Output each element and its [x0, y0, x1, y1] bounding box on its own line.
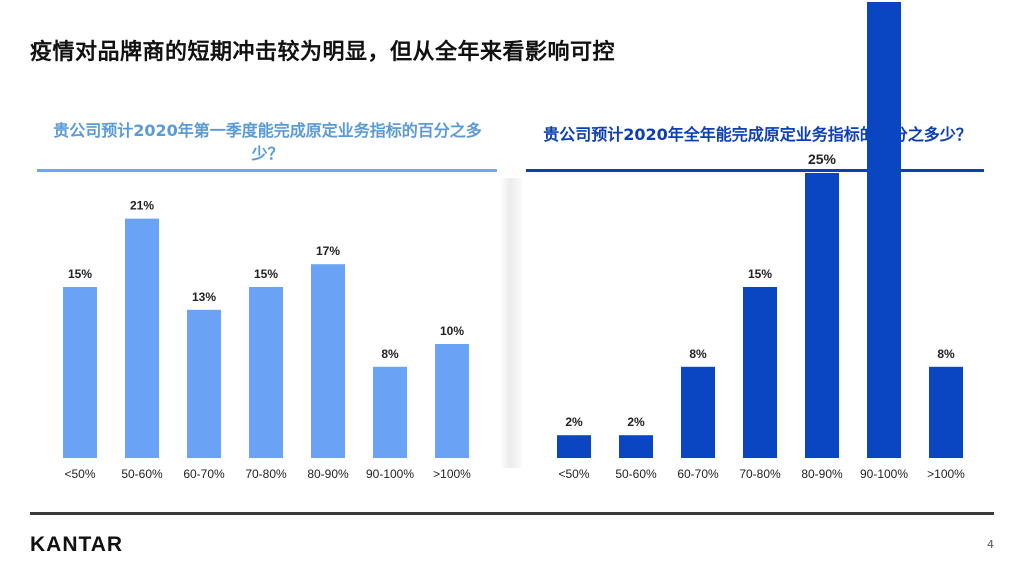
q1-data-label-1: 15%	[68, 267, 92, 281]
full-year-data-label-3: 8%	[689, 347, 707, 361]
q1-category-label-7: >100%	[433, 467, 471, 481]
full-year-bar-4	[743, 287, 777, 458]
q1-category-label-2: 50-60%	[121, 467, 163, 481]
q1-category-label-1: <50%	[64, 467, 95, 481]
full-year-category-label-2: 50-60%	[615, 467, 657, 481]
full-year-data-label-1: 2%	[565, 415, 583, 429]
q1-bar-3	[187, 309, 221, 458]
full-year-bar-3	[681, 366, 715, 458]
full-year-category-label-1: <50%	[558, 467, 589, 481]
full-year-category-label-6: 90-100%	[860, 467, 908, 481]
q1-data-label-2: 21%	[130, 199, 154, 213]
slide-title: 疫情对品牌商的短期冲击较为明显，但从全年来看影响可控	[30, 40, 616, 65]
q1-bar-5	[311, 264, 345, 458]
full-year-title-underline	[526, 169, 984, 172]
full-year-data-label-5: 25%	[808, 151, 837, 167]
full-year-data-label-7: 8%	[937, 347, 955, 361]
q1-category-label-5: 80-90%	[307, 467, 349, 481]
q1-data-label-4: 15%	[254, 267, 278, 281]
full-year-bar-2	[619, 435, 653, 458]
q1-category-label-4: 70-80%	[245, 467, 287, 481]
q1-title-underline	[37, 169, 497, 172]
q1-bar-7	[435, 344, 469, 458]
q1-chart-title: 贵公司预计2020年第一季度能完成原定业务指标的百分之多少？	[53, 121, 482, 163]
q1-bar-1	[63, 287, 97, 458]
kantar-logo: KANTAR	[30, 533, 124, 556]
full-year-chart-title: 贵公司预计2020年全年能完成原定业务指标的百分之多少？	[543, 125, 972, 144]
panel-divider	[500, 178, 522, 468]
q1-data-label-7: 10%	[440, 324, 464, 338]
full-year-category-label-4: 70-80%	[739, 467, 781, 481]
full-year-category-label-5: 80-90%	[801, 467, 843, 481]
full-year-category-label-7: >100%	[927, 467, 965, 481]
full-year-bar-7	[929, 366, 963, 458]
q1-bar-2	[125, 218, 159, 458]
full-year-bar-1	[557, 435, 591, 458]
q1-category-label-3: 60-70%	[183, 467, 225, 481]
q1-data-label-5: 17%	[316, 244, 340, 258]
full-year-bar-6	[867, 2, 901, 458]
q1-data-label-3: 13%	[192, 290, 216, 304]
q1-bar-4	[249, 287, 283, 458]
full-year-data-label-4: 15%	[748, 267, 772, 281]
q1-category-label-6: 90-100%	[366, 467, 414, 481]
full-year-data-label-2: 2%	[627, 415, 645, 429]
full-year-bar-5	[805, 173, 839, 458]
q1-data-label-6: 8%	[381, 347, 399, 361]
page-number: 4	[987, 538, 994, 551]
full-year-category-label-3: 60-70%	[677, 467, 719, 481]
footer-rule	[30, 512, 994, 515]
q1-bar-6	[373, 366, 407, 458]
